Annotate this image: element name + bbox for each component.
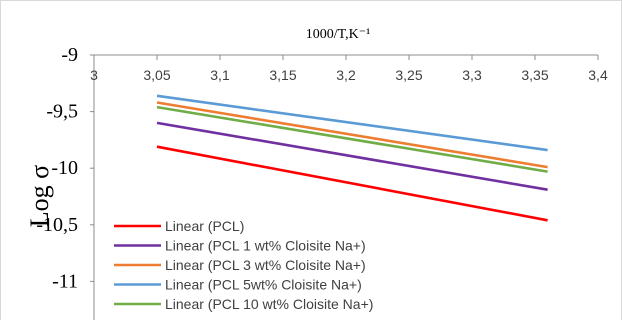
- x-tick-label: 3,3: [462, 67, 482, 83]
- x-tick-label: 3: [90, 67, 98, 83]
- series-line-1: [156, 145, 548, 222]
- x-tick-label: 3,35: [521, 67, 548, 83]
- y-tick-label: -9: [61, 44, 78, 66]
- legend-label-1: Linear (PCL): [165, 218, 244, 234]
- series-line-3: [156, 101, 548, 169]
- legend-label-3: Linear (PCL 3 wt% Cloisite Na+): [165, 257, 366, 273]
- x-tick-label: 3,4: [588, 67, 608, 83]
- legend-label-2: Linear (PCL 1 wt% Cloisite Na+): [165, 238, 366, 254]
- x-tick-label: 3,15: [269, 67, 296, 83]
- series-line-4: [156, 94, 548, 152]
- x-axis-title: 1000/T,K⁻¹: [306, 27, 371, 42]
- x-tick-label: 3,05: [143, 67, 170, 83]
- x-tick-label: 3,25: [395, 67, 422, 83]
- y-tick-label: -10,5: [36, 214, 78, 236]
- x-tick-label: 3,1: [210, 67, 230, 83]
- y-tick-label: -11: [52, 270, 78, 292]
- x-tick-label: 3,2: [336, 67, 356, 83]
- y-tick-label: -10: [51, 157, 78, 179]
- y-axis-title: Log σ: [25, 165, 54, 227]
- legend-label-5: Linear (PCL 10 wt% Cloisite Na+): [165, 296, 373, 312]
- legend-label-4: Linear (PCL 5wt% Cloisite Na+): [165, 277, 362, 293]
- series-line-5: [156, 105, 548, 173]
- y-tick-label: -9,5: [46, 101, 78, 123]
- plot-layer: 3 3,05 3,1 3,15 3,2 3,25 3,3 3,35 3,4 -9 -9,5 -10 -1…: [36, 44, 608, 320]
- legend: Linear (PCL) Linear (PCL 1 wt% Cloisite N…: [110, 216, 440, 320]
- legend-background: [110, 216, 440, 320]
- series-line-2: [156, 121, 548, 191]
